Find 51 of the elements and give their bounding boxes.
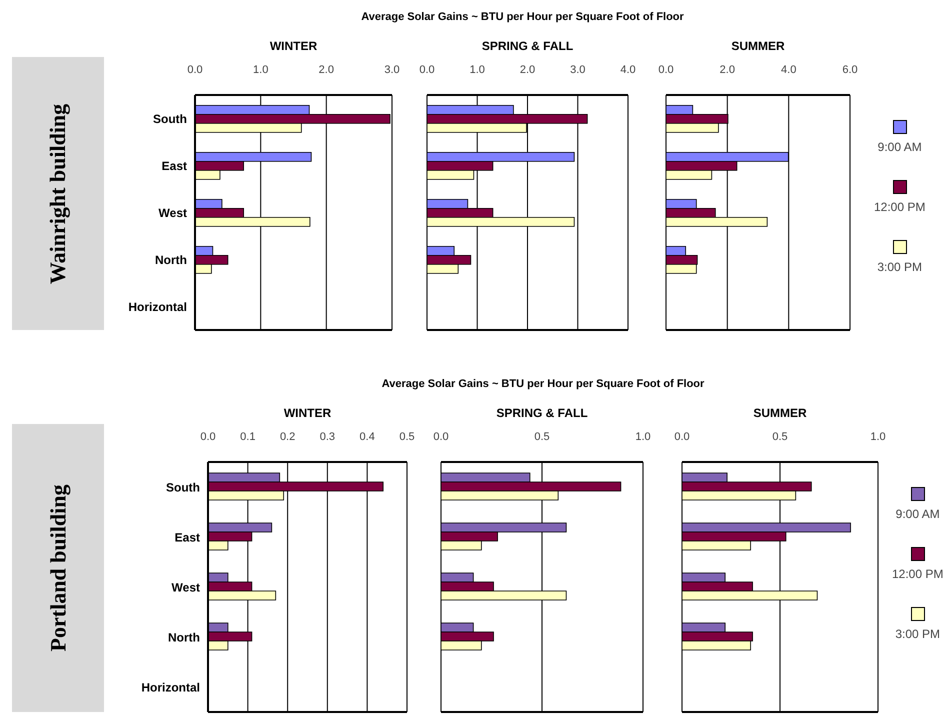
- chart-title: WINTER: [282, 406, 332, 420]
- x-tick-label: 0.0: [419, 64, 435, 76]
- x-tick-label: 1.0: [470, 64, 485, 76]
- legend-label: 9:00 AM: [896, 507, 940, 521]
- chart-title: SUMMER: [752, 406, 808, 420]
- y-tick-label: West: [172, 580, 200, 594]
- text: Average Solar Gains ~ BTU per Hour per Square Foot of Floor: [380, 378, 706, 390]
- x-tick-label: 0.3: [320, 431, 336, 443]
- chart-title: SPRING & FALL: [480, 39, 574, 53]
- y-axis-title: Wainright building: [45, 103, 71, 284]
- x-tick-label: 0.5: [772, 431, 788, 443]
- x-tick-label: 1.0: [870, 431, 886, 443]
- y-tick-label: South: [166, 480, 200, 494]
- legend-label: 3:00 PM: [877, 260, 922, 274]
- legend-label: 9:00 AM: [878, 140, 922, 154]
- x-tick-label: 0.1: [240, 431, 256, 443]
- x-tick-label: 1.0: [253, 64, 268, 76]
- y-tick-label: North: [168, 630, 200, 644]
- text: Average Solar Gains ~ BTU per Hour per Square Foot of Floor: [360, 11, 685, 23]
- x-tick-label: 2.0: [318, 64, 334, 76]
- x-tick-label: 0.5: [399, 431, 415, 443]
- y-axis-title: Portland building: [45, 484, 72, 652]
- y-tick-label: Horizontal: [128, 300, 187, 314]
- y-tick-label: South: [153, 112, 187, 126]
- x-tick-label: 0.0: [187, 64, 203, 76]
- x-tick-label: 3.0: [570, 64, 586, 76]
- chart-title: SPRING & FALL: [495, 406, 589, 420]
- x-tick-label: 6.0: [842, 64, 858, 76]
- x-tick-label: 1.0: [635, 431, 651, 443]
- legend-label: 3:00 PM: [895, 627, 940, 641]
- x-tick-label: 3.0: [384, 64, 400, 76]
- x-tick-label: 0.0: [200, 431, 216, 443]
- x-tick-label: 4.0: [781, 64, 796, 76]
- legend-label: 12:00 PM: [892, 567, 944, 581]
- y-tick-label: East: [174, 530, 200, 544]
- x-tick-label: 0.2: [280, 431, 296, 443]
- x-tick-label: 2.0: [520, 64, 536, 76]
- y-tick-label: East: [162, 158, 187, 173]
- x-tick-label: 0.0: [674, 431, 690, 443]
- x-tick-label: 0.0: [658, 64, 674, 76]
- legend-label: 12:00 PM: [874, 200, 926, 214]
- y-tick-label: West: [158, 206, 188, 220]
- chart-title: WINTER: [268, 39, 318, 53]
- y-tick-label: North: [155, 252, 187, 267]
- x-tick-label: 4.0: [620, 64, 636, 76]
- x-tick-label: 0.0: [433, 431, 449, 443]
- chart-title: SUMMER: [730, 39, 786, 53]
- x-tick-label: 0.5: [534, 431, 550, 443]
- y-tick-label: Horizontal: [141, 680, 200, 694]
- x-tick-label: 0.4: [360, 431, 375, 443]
- x-tick-label: 2.0: [720, 64, 735, 76]
